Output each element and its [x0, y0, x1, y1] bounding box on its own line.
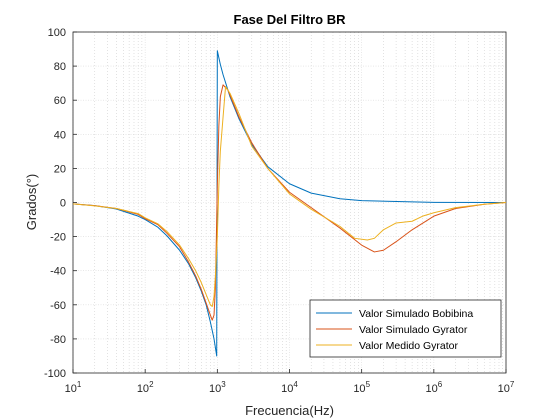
series-line-3: [72, 86, 507, 307]
y-tick-label: 60: [54, 95, 66, 107]
x-tick-label: 106: [425, 380, 442, 395]
legend: Valor Simulado Bobibina Valor Simulado G…: [309, 299, 502, 358]
series-line-1: [72, 50, 507, 357]
legend-entry: Valor Simulado Bobibina: [316, 308, 473, 320]
legend-label: Valor Simulado Bobibina: [359, 308, 473, 320]
x-tick-label: 104: [281, 380, 298, 395]
x-tick-label: 103: [209, 380, 226, 395]
axis-ticks: 101 102 103 104 105 106 107 -100 -80 -60 -40 -20 0 20…: [44, 27, 515, 395]
y-tick-label: 40: [54, 129, 66, 141]
chart-title: Fase Del Filtro BR: [234, 12, 347, 27]
x-tick-label: 101: [65, 380, 82, 395]
series-line-2: [72, 84, 507, 321]
y-tick-label: 80: [54, 61, 66, 73]
y-tick-label: 0: [60, 198, 66, 210]
legend-label: Valor Medido Gyrator: [359, 340, 459, 352]
y-tick-label: -20: [50, 232, 66, 244]
x-tick-label: 107: [498, 380, 515, 395]
x-tick-label: 105: [353, 380, 370, 395]
x-axis-title: Frecuencia(Hz): [245, 403, 334, 418]
y-tick-label: -80: [50, 334, 66, 346]
y-tick-label: -60: [50, 300, 66, 312]
legend-label: Valor Simulado Gyrator: [359, 324, 468, 336]
series-lines: [72, 50, 507, 357]
y-axis-title: Grados(°): [24, 174, 39, 231]
legend-entry: Valor Medido Gyrator: [316, 340, 459, 352]
y-tick-label: 100: [48, 27, 66, 39]
y-tick-label: 20: [54, 163, 66, 175]
x-tick-label: 102: [137, 380, 154, 395]
y-tick-label: -100: [44, 368, 66, 380]
y-tick-label: -40: [50, 266, 66, 278]
legend-entry: Valor Simulado Gyrator: [316, 324, 468, 336]
